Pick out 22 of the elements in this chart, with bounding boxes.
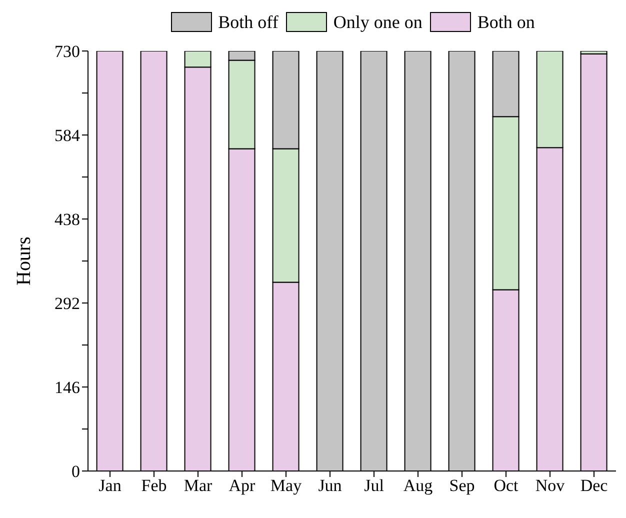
x-tick-label: Aug — [403, 476, 434, 496]
legend-label: Both on — [477, 12, 535, 32]
x-tick-label: Oct — [494, 476, 519, 496]
y-tick-label: 438 — [54, 210, 80, 230]
x-tick-label: Jul — [364, 476, 384, 496]
y-tick-label: 146 — [54, 378, 80, 398]
y-tick-label: 730 — [54, 42, 80, 62]
legend-label: Only one on — [333, 12, 422, 32]
x-tick-label: Nov — [535, 476, 566, 496]
y-axis-title: Hours — [13, 236, 36, 286]
y-tick-label: 292 — [54, 294, 80, 314]
x-tick-label: May — [270, 476, 302, 496]
x-tick-label: Mar — [184, 476, 212, 496]
x-tick-label: Jan — [98, 476, 122, 496]
x-tick-label: Jun — [318, 476, 342, 496]
x-tick-label: Feb — [141, 476, 167, 496]
y-tick-label: 584 — [54, 126, 80, 146]
x-tick-label: Dec — [580, 476, 608, 496]
y-tick-label: 0 — [72, 462, 80, 482]
legend-label: Both off — [218, 12, 278, 32]
x-tick-label: Sep — [449, 476, 475, 496]
x-tick-label: Apr — [228, 476, 256, 496]
